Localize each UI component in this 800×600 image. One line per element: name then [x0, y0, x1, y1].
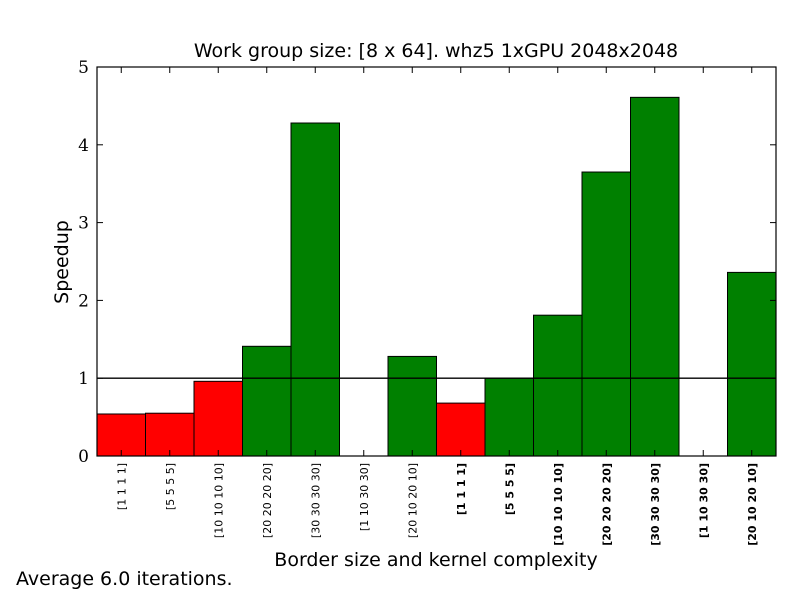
bar-1 — [96, 413, 146, 457]
bar-4 — [242, 345, 292, 457]
y-tick-label: 4 — [78, 136, 89, 156]
plot-frame — [96, 66, 777, 457]
bars-group — [96, 96, 777, 457]
footnote-iterations: Average 6.0 iterations. — [16, 568, 233, 590]
x-tick-label: [1 1 1 1] — [455, 463, 468, 515]
bar-7 — [387, 355, 437, 457]
chart-title: Work group size: [8 x 64]. whz5 1xGPU 20… — [194, 40, 678, 62]
bar-2 — [145, 412, 195, 457]
x-tick-label: [20 10 20 10] — [406, 463, 419, 538]
bar-14 — [727, 271, 777, 457]
x-tick-label: [5 5 5 5] — [503, 463, 516, 515]
y-tick-label: 3 — [78, 214, 89, 234]
x-tick-label: [20 20 20 20] — [600, 463, 613, 546]
y-tick-label: 1 — [78, 369, 89, 389]
x-tick-label: [10 10 10 10] — [552, 463, 565, 546]
x-tick-label: [5 5 5 5] — [164, 463, 177, 510]
bar-10 — [533, 314, 583, 457]
x-tick-label: [30 30 30 30] — [309, 463, 322, 538]
x-tick-label: [1 10 30 30] — [358, 463, 371, 531]
y-tick-label: 0 — [78, 447, 89, 467]
x-tick-label: [30 30 30 30] — [649, 463, 662, 546]
x-axis-label: Border size and kernel complexity — [274, 549, 597, 571]
bar-8 — [436, 402, 486, 457]
x-tick-label: [10 10 10 10] — [212, 463, 225, 538]
x-tick-label: [1 1 1 1] — [115, 463, 128, 510]
bar-3 — [193, 380, 243, 457]
y-tick-label: 2 — [78, 291, 89, 311]
x-tick-label: [1 10 30 30] — [697, 463, 710, 538]
bar-11 — [581, 171, 631, 457]
bar-12 — [630, 96, 680, 457]
x-axis-ticks: [1 1 1 1] [5 5 5 5] [10 10 10 10] [20 20 20… — [115, 67, 759, 546]
bar-9 — [484, 377, 534, 457]
x-tick-label: [20 20 20 20] — [261, 463, 274, 538]
bar-5 — [290, 122, 340, 457]
y-axis-label: Speedup — [51, 220, 73, 304]
x-tick-label: [20 10 20 10] — [746, 463, 759, 546]
y-tick-label: 5 — [78, 58, 89, 78]
